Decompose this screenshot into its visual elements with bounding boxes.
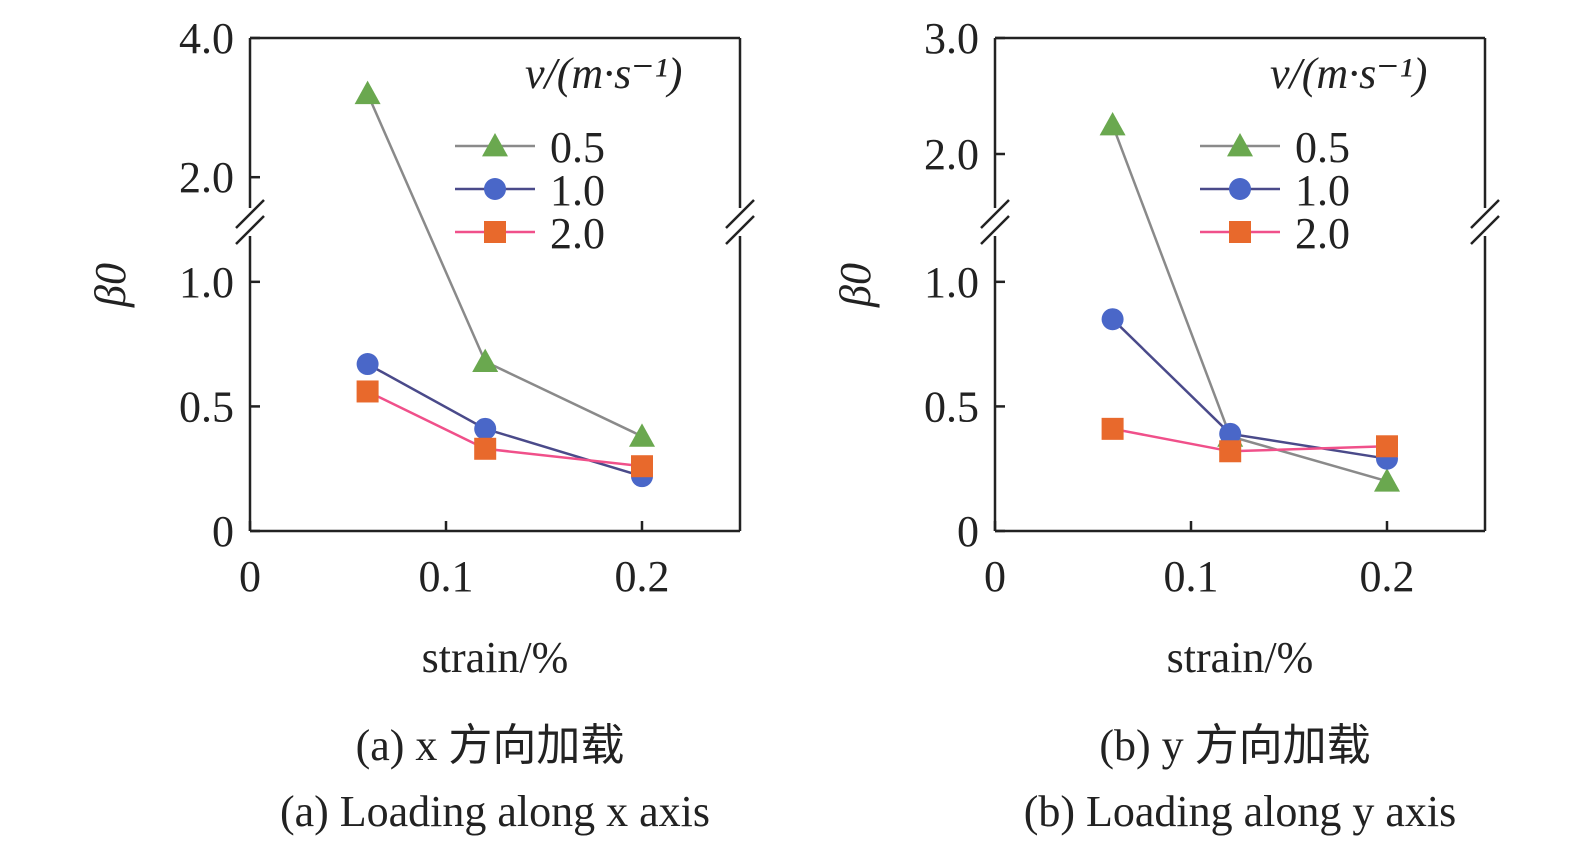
data-point-2.0 [1376, 435, 1398, 458]
series-line-2.0 [1112, 427, 1388, 453]
legend-title: v/(m·s⁻¹) [525, 49, 682, 98]
right-axis-break-mark [1470, 199, 1500, 229]
right-axis-break-mark [1470, 215, 1500, 245]
caption-en: (a) Loading along x axis [280, 787, 710, 836]
legend-label-2.0: 2.0 [550, 209, 605, 258]
data-point-1.0 [474, 417, 497, 440]
y-tick-label: 1.0 [924, 258, 979, 307]
y-tick-label: 0 [212, 507, 234, 556]
data-point-2.0 [474, 437, 497, 460]
y-tick-label: 1.0 [179, 258, 234, 307]
y-tick-label: 0 [957, 507, 979, 556]
x-tick-label: 0.1 [1164, 552, 1219, 601]
legend-marker-1.0 [484, 178, 506, 200]
y-axis-break-mark [235, 199, 265, 229]
data-point-0.5 [629, 423, 655, 447]
legend-marker-1.0 [1229, 178, 1251, 200]
caption-cn: (a) x 方向加载 [356, 721, 625, 770]
right-axis-break-mark [725, 199, 755, 229]
legend-marker-2.0 [1229, 221, 1251, 243]
legend-marker-0.5 [482, 133, 508, 157]
data-point-1.0 [1219, 422, 1242, 445]
x-tick-label: 0.2 [615, 552, 670, 601]
caption-cn: (b) y 方向加载 [1099, 721, 1370, 770]
data-point-2.0 [1101, 417, 1124, 440]
right-axis-break-mark [725, 215, 755, 245]
data-point-0.5 [472, 348, 499, 372]
x-tick-label: 0 [984, 552, 1006, 601]
y-axis-break-mark [980, 215, 1010, 245]
legend-marker-0.5 [1227, 133, 1253, 157]
data-point-2.0 [631, 455, 653, 478]
legend-label-0.5: 0.5 [550, 123, 605, 172]
legend-label-2.0: 2.0 [1295, 209, 1350, 258]
y-axis-label: β0 [86, 263, 135, 308]
x-tick-label: 0 [239, 552, 261, 601]
data-point-0.5 [1374, 468, 1400, 492]
series-line-1.0 [366, 363, 643, 478]
legend-label-1.0: 1.0 [550, 166, 605, 215]
y-tick-label: 2.0 [924, 130, 979, 179]
y-tick-label: 0.5 [924, 382, 979, 431]
y-tick-label: 2.0 [179, 153, 234, 202]
y-tick-label: 0.5 [179, 382, 234, 431]
series-line-2.0 [367, 390, 643, 468]
panel-a-chart: 00.51.02.04.00 0.1 0.2strain/%β0v/(m·s⁻¹)0… [86, 14, 755, 836]
panel-b-chart: 00.51.02.03.00 0.1 0.2strain/%β0v/(m·s⁻¹)0… [831, 14, 1500, 836]
y-axis-break-mark [980, 199, 1010, 229]
x-tick-label: 0.2 [1360, 552, 1415, 601]
x-tick-label: 0.1 [419, 552, 474, 601]
x-axis-label: strain/% [422, 633, 569, 682]
data-point-2.0 [1219, 440, 1242, 463]
data-point-1.0 [356, 353, 379, 376]
data-point-0.5 [354, 80, 381, 105]
legend-title: v/(m·s⁻¹) [1270, 49, 1427, 98]
data-point-0.5 [1099, 112, 1126, 136]
legend-label-0.5: 0.5 [1295, 123, 1350, 172]
legend-marker-2.0 [484, 221, 506, 243]
y-axis-label: β0 [831, 263, 880, 308]
y-tick-label: 4.0 [179, 14, 234, 63]
data-point-1.0 [1101, 308, 1124, 331]
y-axis-break-mark [235, 215, 265, 245]
y-tick-label: 3.0 [924, 14, 979, 63]
caption-en: (b) Loading along y axis [1024, 787, 1457, 836]
x-axis-label: strain/% [1167, 633, 1314, 682]
data-point-2.0 [356, 380, 379, 403]
legend-label-1.0: 1.0 [1295, 166, 1350, 215]
